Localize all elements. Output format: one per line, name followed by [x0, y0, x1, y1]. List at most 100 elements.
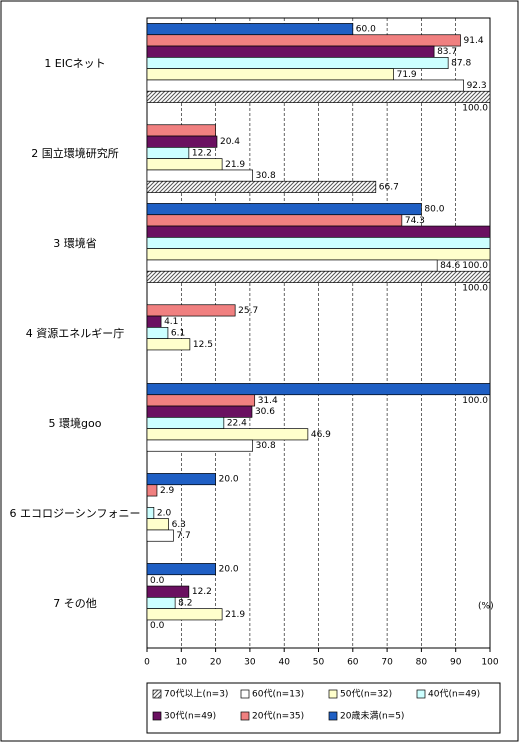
bar [146, 304, 236, 317]
legend-label: 20歳未満(n=5) [340, 710, 404, 722]
value-label: 2.9 [160, 486, 175, 496]
bar [146, 563, 216, 576]
bar [146, 608, 223, 621]
bar [146, 90, 491, 103]
legend-swatch [416, 689, 426, 699]
x-tick-label: 40 [278, 658, 290, 668]
bar [146, 507, 155, 520]
value-label: 8.2 [178, 599, 192, 609]
bar [146, 135, 218, 148]
value-label: 12.2 [192, 149, 212, 159]
category-label: 6 エコロジーシンフォニー [9, 507, 141, 520]
x-tick-label: 60 [347, 658, 359, 668]
value-label: 46.9 [311, 430, 331, 440]
bar [146, 596, 176, 609]
bar [146, 147, 190, 160]
category-label: 1 EICネット [44, 57, 106, 70]
bar [146, 417, 225, 430]
value-label: 74.3 [405, 216, 425, 226]
legend-label: 50代(n=32) [340, 689, 392, 700]
legend-label: 40代(n=49) [428, 689, 480, 700]
value-label: 0.0 [150, 576, 165, 586]
value-label: 21.9 [225, 610, 245, 620]
bar [146, 473, 216, 486]
bar [146, 124, 216, 137]
value-label: 20.4 [220, 137, 240, 147]
bar [146, 68, 394, 81]
value-label: 2.0 [157, 509, 172, 519]
legend-swatch [152, 711, 162, 721]
x-tick-label: 70 [381, 658, 393, 668]
x-tick-label: 30 [244, 658, 256, 668]
legend-label: 60代(n=13) [252, 689, 304, 700]
bar [146, 428, 309, 441]
bar [146, 315, 162, 328]
legend-swatch [328, 711, 338, 721]
category-label: 4 資源エネルギー庁 [25, 327, 125, 340]
bar [146, 214, 403, 227]
bar [146, 248, 491, 261]
value-label: 31.4 [258, 396, 278, 406]
value-label: 25.7 [238, 306, 258, 316]
x-tick-label: 0 [144, 658, 150, 668]
value-label: 100.0 [462, 284, 488, 294]
value-label: 0.0 [150, 621, 165, 631]
bar [146, 383, 491, 396]
legend-swatch [328, 689, 338, 699]
value-label: 100.0 [462, 396, 488, 406]
bar [146, 484, 158, 497]
value-label: 20.0 [219, 475, 239, 485]
value-label: 30.6 [255, 407, 275, 417]
value-label: 84.6 [440, 261, 460, 271]
bar [146, 270, 491, 283]
value-label: 100.0 [462, 261, 488, 271]
bar [146, 405, 253, 418]
value-label: 92.3 [467, 81, 487, 91]
value-label: 91.4 [464, 36, 484, 46]
bar [146, 585, 190, 598]
value-label: 7.7 [176, 531, 190, 541]
value-label: 22.4 [227, 419, 247, 429]
legend-swatch [240, 711, 250, 721]
bar [146, 34, 461, 47]
value-label: 80.0 [424, 205, 444, 215]
x-tick-label: 100 [481, 658, 498, 668]
bar [146, 338, 191, 351]
x-tick-label: 10 [176, 658, 188, 668]
bar [146, 203, 422, 216]
category-label: 3 環境省 [53, 237, 97, 250]
bar [146, 45, 435, 58]
value-label: 60.0 [356, 25, 376, 35]
category-label: 7 その他 [53, 597, 97, 610]
legend-label: 20代(n=35) [252, 711, 304, 722]
bar [146, 259, 438, 272]
value-label: 30.8 [256, 171, 276, 181]
bar [146, 56, 449, 69]
bar [146, 225, 491, 238]
value-label: 12.2 [192, 587, 212, 597]
bar [146, 169, 253, 182]
value-label: 12.5 [193, 340, 213, 350]
legend-label: 70代以上(n=3) [164, 689, 228, 700]
value-label: 6.1 [171, 329, 185, 339]
annotation: (%) [478, 602, 494, 612]
value-label: 83.7 [437, 47, 457, 57]
bar [146, 23, 354, 36]
x-tick-label: 90 [450, 658, 462, 668]
value-label: 71.9 [397, 70, 417, 80]
value-label: 100.0 [462, 104, 488, 114]
value-label: 20.0 [219, 565, 239, 575]
legend-swatch [152, 689, 162, 699]
value-label: 30.8 [256, 441, 276, 451]
x-tick-label: 20 [210, 658, 222, 668]
bar [146, 327, 169, 340]
x-tick-label: 80 [416, 658, 428, 668]
bar [146, 180, 377, 193]
bar [146, 439, 253, 452]
bar [146, 237, 491, 250]
legend-swatch [240, 689, 250, 699]
value-label: 4.1 [164, 317, 178, 327]
value-label: 66.7 [379, 182, 399, 192]
category-label: 5 環境goo [48, 417, 102, 430]
